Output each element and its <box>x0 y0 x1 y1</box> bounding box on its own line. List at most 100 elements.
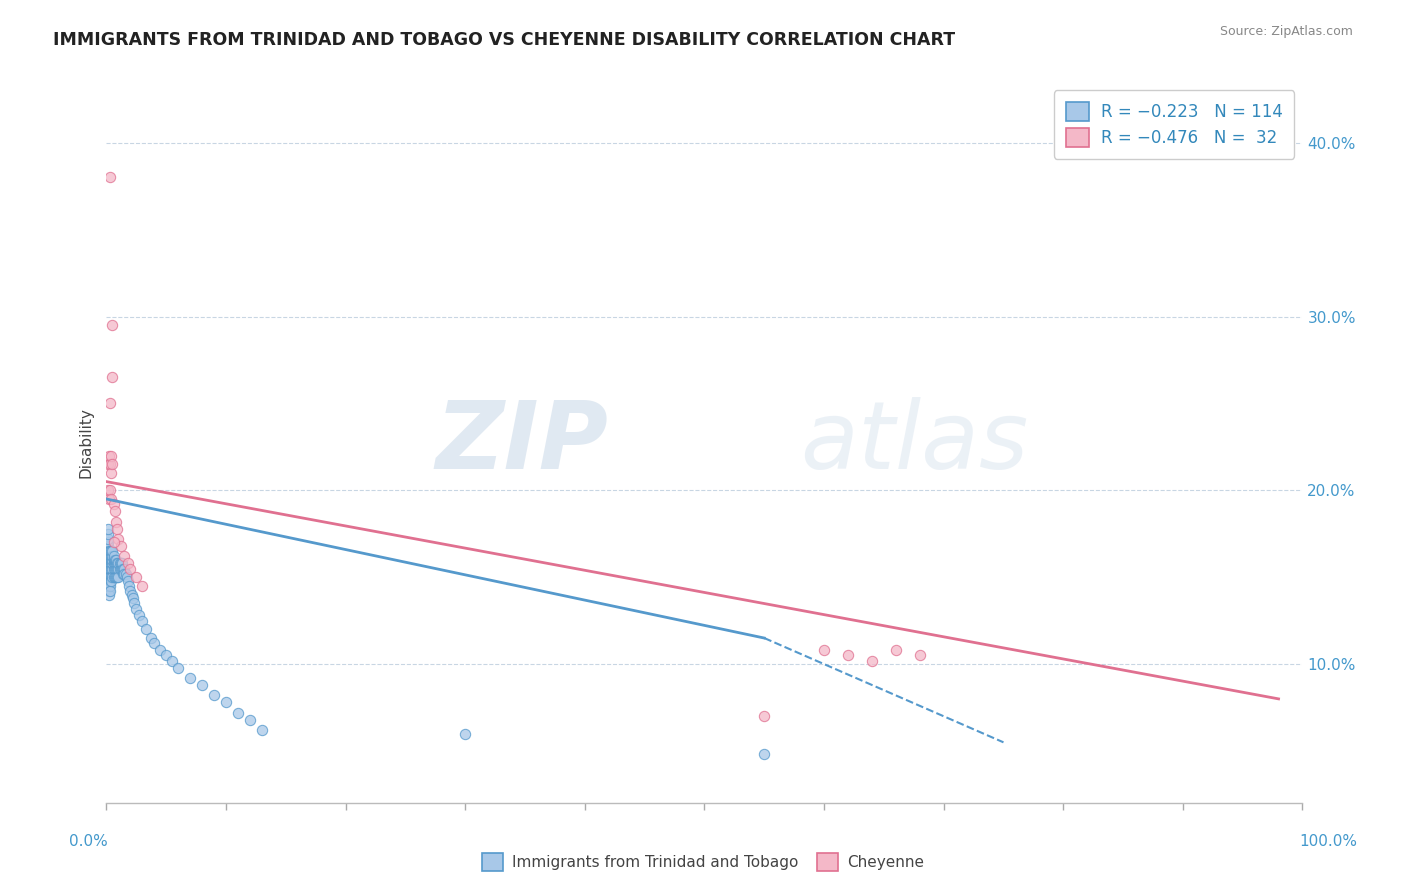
Point <box>98 170 121 185</box>
Point <box>884 643 907 657</box>
Point <box>103 535 125 549</box>
Point <box>97 483 120 498</box>
Text: atlas: atlas <box>800 397 1028 488</box>
Point <box>105 570 128 584</box>
Point <box>100 466 122 480</box>
Point <box>97 553 120 567</box>
Point <box>105 561 128 575</box>
Point <box>107 557 129 571</box>
Point <box>103 553 125 567</box>
Point <box>112 561 135 575</box>
Point <box>110 539 132 553</box>
Point <box>97 574 120 588</box>
Point <box>97 561 120 575</box>
Point <box>98 553 121 567</box>
Point <box>97 557 120 571</box>
Point <box>100 553 122 567</box>
Point <box>125 601 148 615</box>
Point <box>179 671 201 685</box>
Point <box>97 579 120 593</box>
Point <box>100 557 122 571</box>
Point <box>100 544 122 558</box>
Point <box>110 561 132 575</box>
Point <box>112 549 135 564</box>
Point <box>754 747 776 762</box>
Point <box>98 557 121 571</box>
Point <box>108 557 131 571</box>
Point <box>860 654 883 668</box>
Point <box>125 570 148 584</box>
Point <box>107 561 129 575</box>
Point <box>105 553 128 567</box>
Point <box>97 532 120 546</box>
Point <box>97 491 120 506</box>
Point <box>101 561 124 575</box>
Point <box>115 570 138 584</box>
Point <box>104 561 127 575</box>
Point <box>108 561 131 575</box>
Point <box>98 396 121 410</box>
Point <box>101 549 124 564</box>
Point <box>754 709 776 723</box>
Point <box>813 643 835 657</box>
Text: Source: ZipAtlas.com: Source: ZipAtlas.com <box>1219 25 1353 38</box>
Point <box>100 570 122 584</box>
Point <box>104 557 127 571</box>
Point <box>155 648 177 663</box>
Point <box>97 557 120 571</box>
Point <box>101 553 124 567</box>
Point <box>103 497 125 511</box>
Point <box>97 570 120 584</box>
Point <box>104 504 127 518</box>
Point <box>131 614 153 628</box>
Point <box>110 557 132 571</box>
Point <box>98 544 121 558</box>
Point <box>120 584 142 599</box>
Point <box>105 561 128 575</box>
Y-axis label: Disability: Disability <box>79 407 93 478</box>
Point <box>105 557 128 571</box>
Point <box>121 588 143 602</box>
Point <box>167 660 190 674</box>
Point <box>101 544 124 558</box>
Point <box>97 544 120 558</box>
Point <box>143 636 166 650</box>
Point <box>139 631 162 645</box>
Point <box>97 549 120 564</box>
Point <box>97 553 120 567</box>
Point <box>97 535 120 549</box>
Point <box>103 549 125 564</box>
Point <box>837 648 859 663</box>
Point <box>98 579 121 593</box>
Point <box>112 561 135 575</box>
Point <box>100 449 122 463</box>
Point <box>908 648 931 663</box>
Point <box>103 557 125 571</box>
Point <box>104 570 127 584</box>
Point <box>114 566 136 581</box>
Point <box>97 449 120 463</box>
Point <box>98 549 121 564</box>
Legend: R = −0.223   N = 114, R = −0.476   N =  32: R = −0.223 N = 114, R = −0.476 N = 32 <box>1054 90 1294 159</box>
Point <box>101 318 124 333</box>
Text: 0.0%: 0.0% <box>69 834 108 848</box>
Point <box>202 689 225 703</box>
Point <box>111 557 134 571</box>
Point <box>215 695 238 709</box>
Point <box>98 584 121 599</box>
Point <box>105 557 128 571</box>
Point <box>117 574 139 588</box>
Point <box>100 491 122 506</box>
Point <box>191 678 214 692</box>
Point <box>101 370 124 384</box>
Point <box>454 726 477 740</box>
Point <box>105 522 128 536</box>
Point <box>101 557 124 571</box>
Point <box>97 539 120 553</box>
Point <box>112 566 135 581</box>
Point <box>97 584 120 599</box>
Point <box>162 654 184 668</box>
Text: 100.0%: 100.0% <box>1299 834 1358 848</box>
Point <box>118 579 141 593</box>
Point <box>100 574 122 588</box>
